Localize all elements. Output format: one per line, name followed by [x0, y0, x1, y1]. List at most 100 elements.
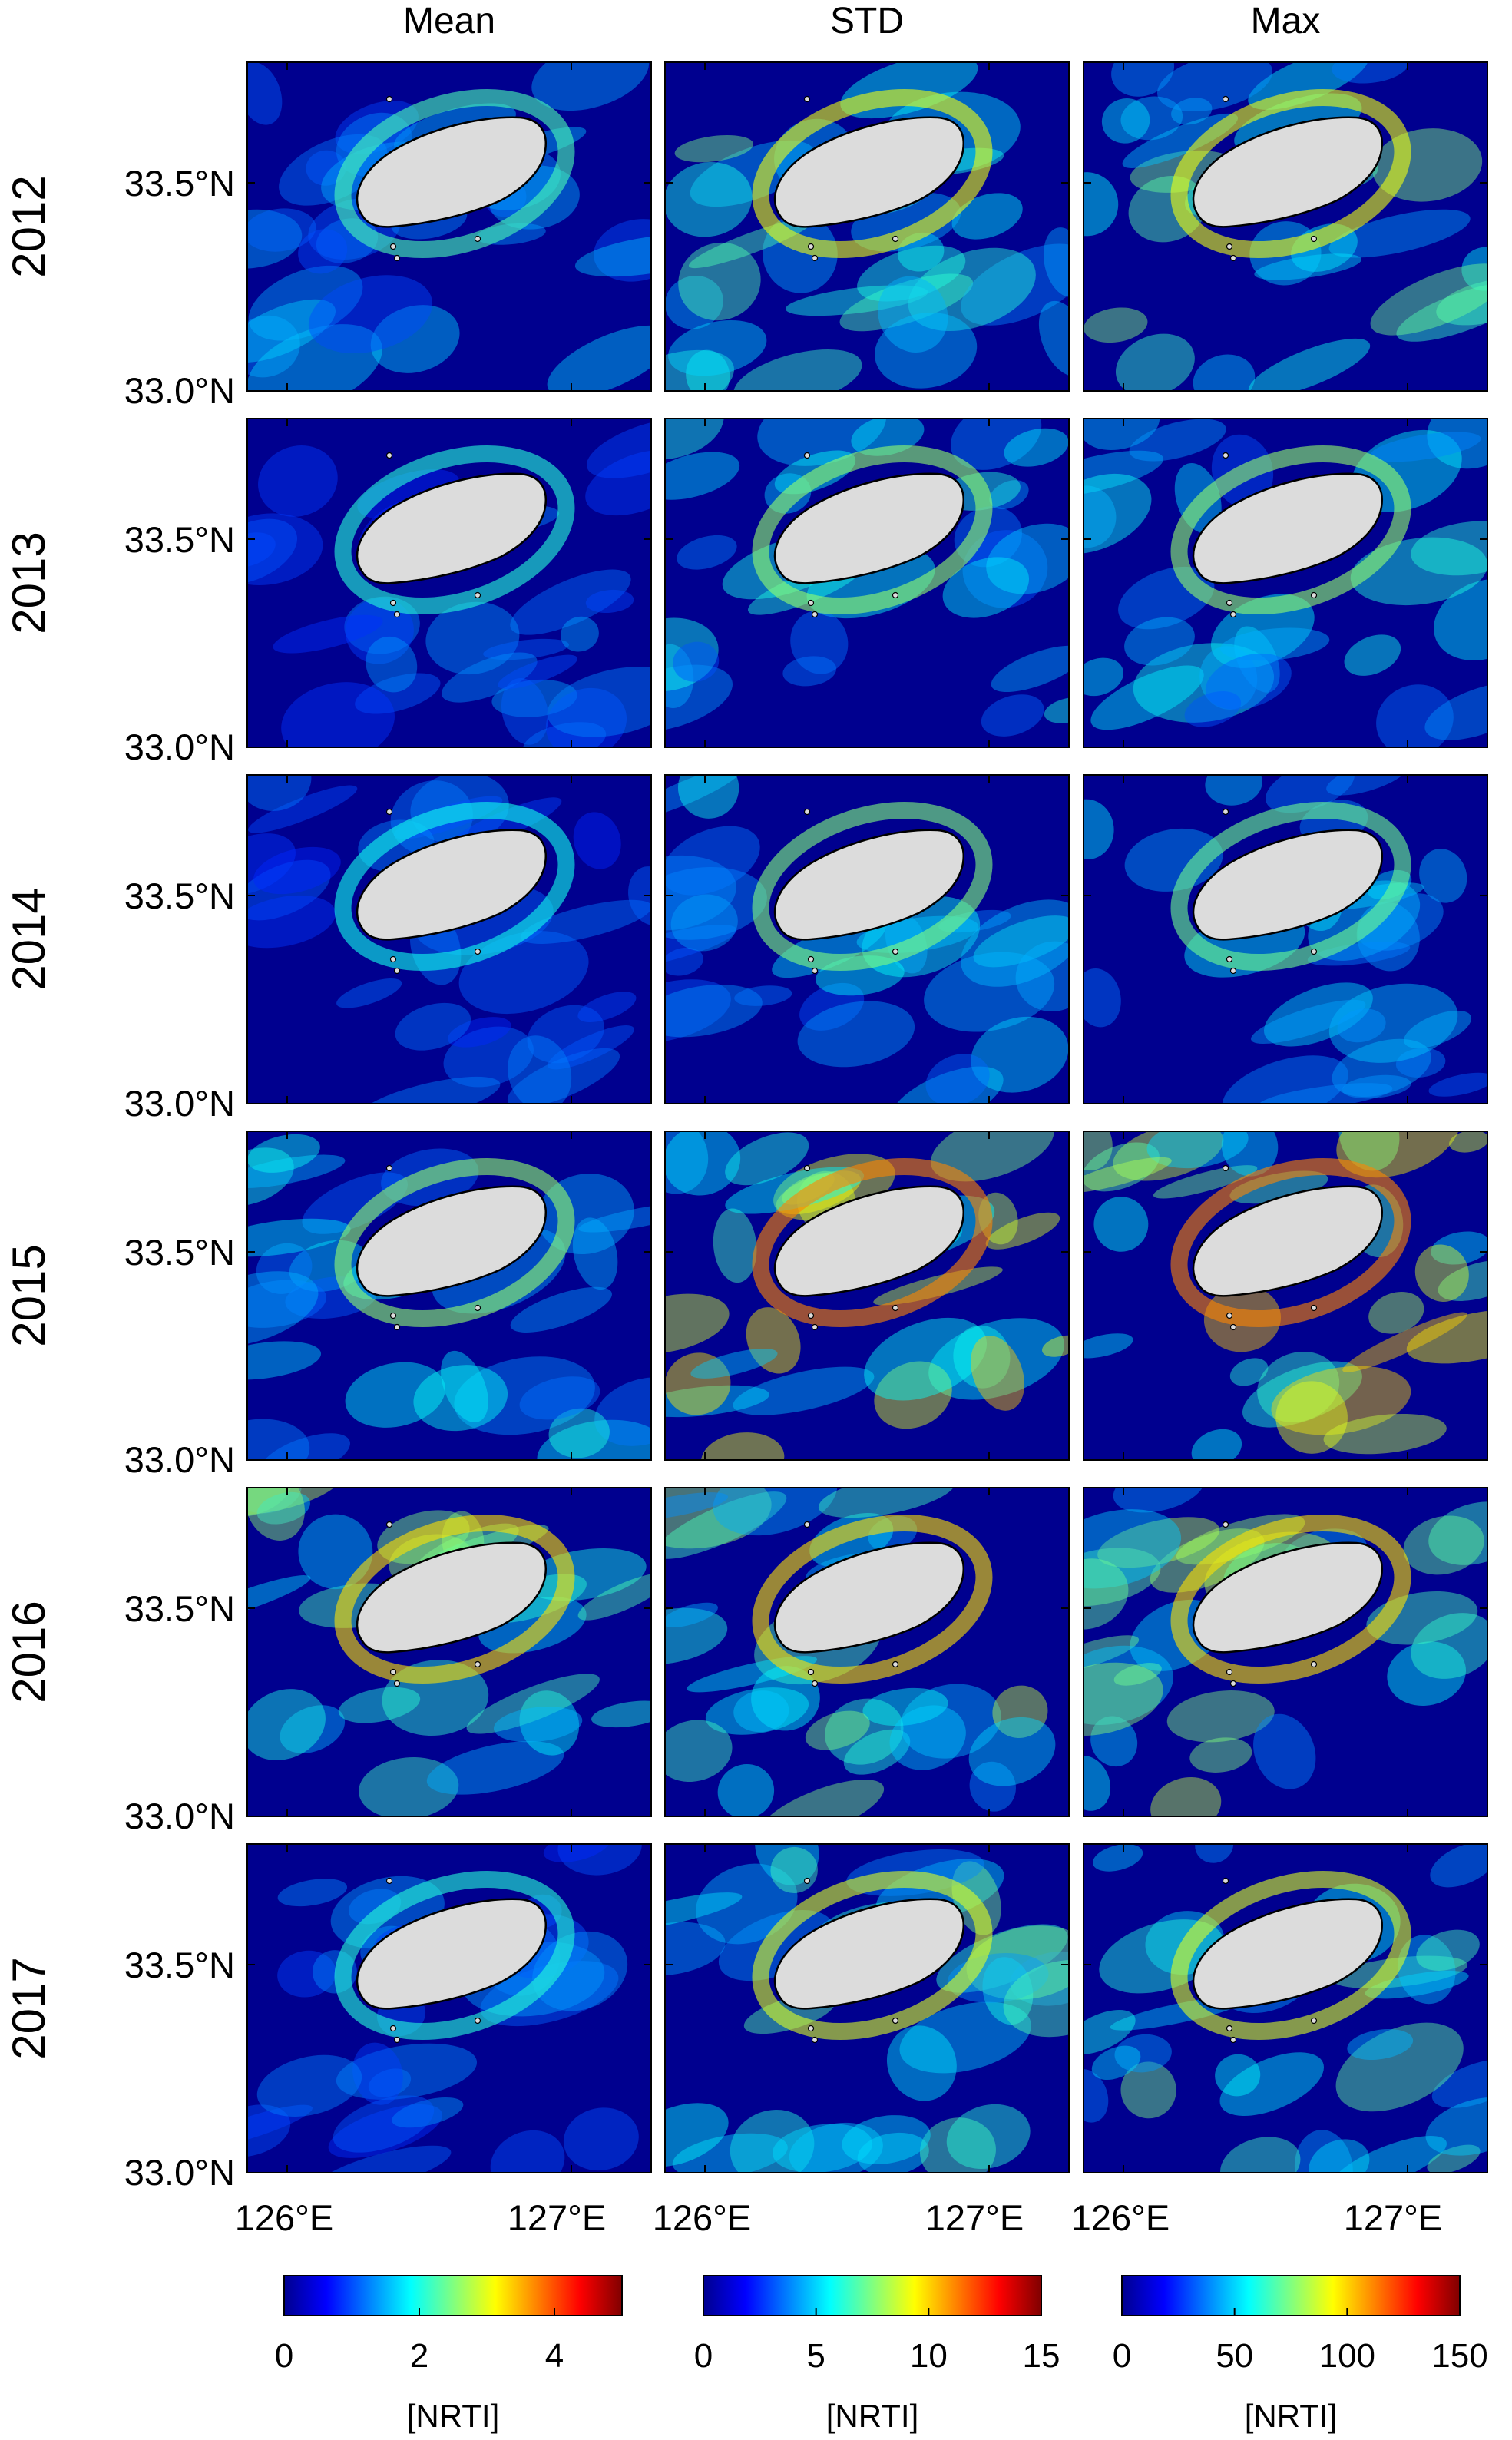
ocean-plume	[1084, 1645, 1173, 1726]
ocean-plume	[1403, 1515, 1484, 1575]
ocean-plume	[426, 1741, 564, 1795]
panel-frame	[246, 774, 652, 1104]
ocean-plume	[448, 1017, 511, 1048]
ocean-plume	[1150, 1776, 1222, 1816]
ocean-plume	[1309, 2139, 1370, 2173]
colorbar-gradient	[283, 2275, 623, 2316]
islet	[474, 591, 481, 599]
ocean-plume	[336, 978, 402, 1008]
ocean-plume	[1396, 282, 1487, 342]
ocean-plume	[825, 1698, 904, 1765]
ocean-plume	[1332, 1955, 1468, 1989]
ocean-plume	[962, 530, 1048, 608]
islet	[474, 1304, 481, 1312]
ocean-background	[247, 1488, 651, 1816]
ocean-plume	[1248, 338, 1371, 391]
colorbar-tick-label: 0	[694, 2337, 713, 2375]
colorbar-tick-label: 2	[410, 2337, 428, 2375]
island-land	[356, 1541, 547, 1654]
ocean-plume	[790, 611, 849, 674]
islet	[892, 948, 899, 955]
panel-frame	[1083, 418, 1488, 748]
ocean-plume	[1205, 653, 1292, 710]
islet	[811, 254, 819, 262]
ocean-plume	[1084, 1333, 1133, 1359]
ocean-plume	[686, 349, 730, 391]
ocean-plume	[256, 1491, 310, 1525]
ocean-plume	[258, 445, 338, 517]
lon-label-126e: 126°E	[1071, 2197, 1170, 2238]
ocean-plume	[672, 2133, 788, 2173]
ocean-plume	[665, 1131, 709, 1194]
colorbar-tick-label: 4	[545, 2337, 564, 2375]
ocean-plume	[1084, 2069, 1109, 2123]
island-land	[773, 116, 964, 228]
map-panel-2013-mean	[246, 418, 652, 748]
ocean-plume	[1271, 1366, 1411, 1435]
ocean-plume	[1248, 62, 1369, 110]
ocean-plume	[574, 234, 651, 277]
ocean-plume	[247, 775, 312, 811]
ocean-plume	[247, 1488, 302, 1514]
ocean-plume	[1097, 1517, 1220, 1568]
ocean-plume	[519, 1690, 580, 1756]
ocean-plume	[900, 1684, 1001, 1759]
island-land	[356, 116, 547, 228]
ocean-plume	[755, 1844, 819, 1885]
ocean-plume	[1342, 1312, 1467, 1372]
ocean-plume	[519, 1376, 600, 1420]
lon-label-126e: 126°E	[235, 2197, 334, 2238]
ocean-plume	[665, 1491, 787, 1559]
ocean-plume	[247, 532, 276, 568]
ocean-background	[1084, 419, 1487, 747]
ocean-plume	[1461, 247, 1487, 291]
colorbar-tick-label: 5	[806, 2337, 825, 2375]
ocean-plume	[665, 979, 731, 1043]
islet	[1222, 1521, 1229, 1528]
ocean-plume	[277, 1879, 348, 1907]
ocean-plume	[247, 1419, 310, 1460]
islet	[1310, 1304, 1318, 1312]
ocean-plume	[665, 1492, 729, 1521]
ocean-background	[1084, 1488, 1487, 1816]
ocean-plume	[1042, 1335, 1069, 1357]
islet	[803, 1164, 811, 1172]
ocean-plume	[247, 513, 323, 585]
map-panel-2012-max	[1083, 61, 1488, 392]
islet	[389, 1312, 397, 1319]
ocean-plume	[490, 2130, 565, 2173]
islet	[393, 967, 401, 975]
island-land	[1192, 1185, 1383, 1297]
ocean-plume	[1015, 941, 1069, 1012]
ocean-plume	[1328, 209, 1471, 258]
ocean-plume	[886, 2025, 957, 2101]
island-land	[1192, 1898, 1383, 2010]
island-land	[773, 829, 964, 941]
islet	[803, 95, 811, 103]
ocean-plume	[548, 1408, 610, 1458]
ocean-plume	[466, 1674, 600, 1734]
ocean-plume	[1084, 968, 1121, 1028]
ocean-plume	[1323, 1413, 1447, 1455]
ocean-plume	[973, 915, 1069, 968]
ocean-plume	[751, 1666, 820, 1731]
colorbar-tick-label: 0	[275, 2337, 293, 2375]
ocean-plume	[315, 2145, 452, 2173]
colorbar-tick-label: 100	[1319, 2337, 1375, 2375]
ocean-plume	[355, 673, 441, 714]
ocean-plume	[1258, 1083, 1393, 1104]
lat-label-33-5: 33.5°N	[124, 163, 235, 204]
ocean-plume	[577, 1572, 651, 1621]
colorbar-std: 0 5 10 15 [NRTI]	[694, 2275, 1060, 2434]
ocean-plume	[1414, 1244, 1469, 1302]
colorbar-mean: 0 2 4 [NRTI]	[275, 2275, 623, 2434]
ocean-plume	[950, 419, 1042, 470]
ocean-plume	[1416, 1929, 1480, 1971]
ocean-plume	[701, 1432, 785, 1460]
colorbar-gradient	[703, 2275, 1042, 2316]
ocean-plume	[665, 947, 703, 976]
ocean-plume	[1342, 1074, 1411, 1099]
ocean-plume	[1431, 1231, 1487, 1265]
islet	[1310, 591, 1318, 599]
ocean-plume	[537, 1419, 651, 1460]
